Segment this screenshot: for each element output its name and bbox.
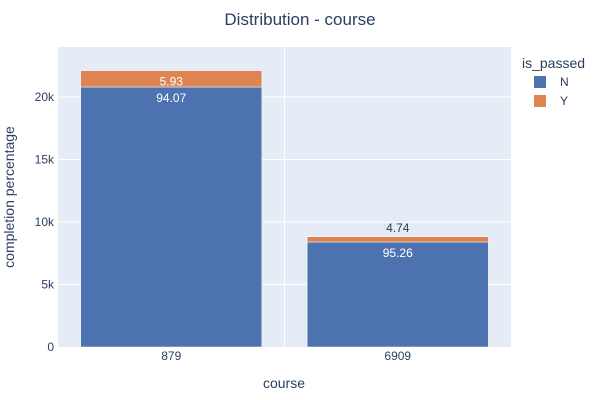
bars <box>80 70 489 348</box>
chart-title: Distribution - course <box>224 10 375 29</box>
axes: 0 5k 10k 15k 20k 879 6909 <box>35 90 412 363</box>
bar-value-label: 94.07 <box>156 91 186 105</box>
legend-title: is_passed <box>522 55 585 71</box>
y-tick-label: 5k <box>41 278 55 292</box>
x-axis-title: course <box>263 375 305 391</box>
legend-swatch-y <box>534 95 546 107</box>
legend-label-y: Y <box>560 94 568 108</box>
bar-value-label: 4.74 <box>386 221 410 235</box>
bar-y-879 <box>80 70 263 88</box>
y-axis-title: completion percentage <box>1 126 17 268</box>
bar-labels: 94.07 5.93 95.26 4.74 <box>156 75 413 260</box>
x-tick-label: 6909 <box>384 349 411 363</box>
y-tick-label: 15k <box>35 153 55 167</box>
legend-label-n: N <box>560 75 569 89</box>
y-tick-label: 20k <box>35 90 55 104</box>
legend: is_passed NY <box>522 55 585 108</box>
bar-value-label: 95.26 <box>383 246 413 260</box>
bar-value-label: 5.93 <box>160 75 184 89</box>
x-tick-label: 879 <box>161 349 181 363</box>
legend-items: NY <box>534 75 569 108</box>
y-tick-label: 0 <box>47 340 54 354</box>
bar-n-6909 <box>306 241 489 348</box>
bar-n-879 <box>80 86 263 348</box>
y-tick-label: 10k <box>35 215 55 229</box>
legend-swatch-n <box>534 76 546 88</box>
bar-y-6909 <box>306 236 489 243</box>
